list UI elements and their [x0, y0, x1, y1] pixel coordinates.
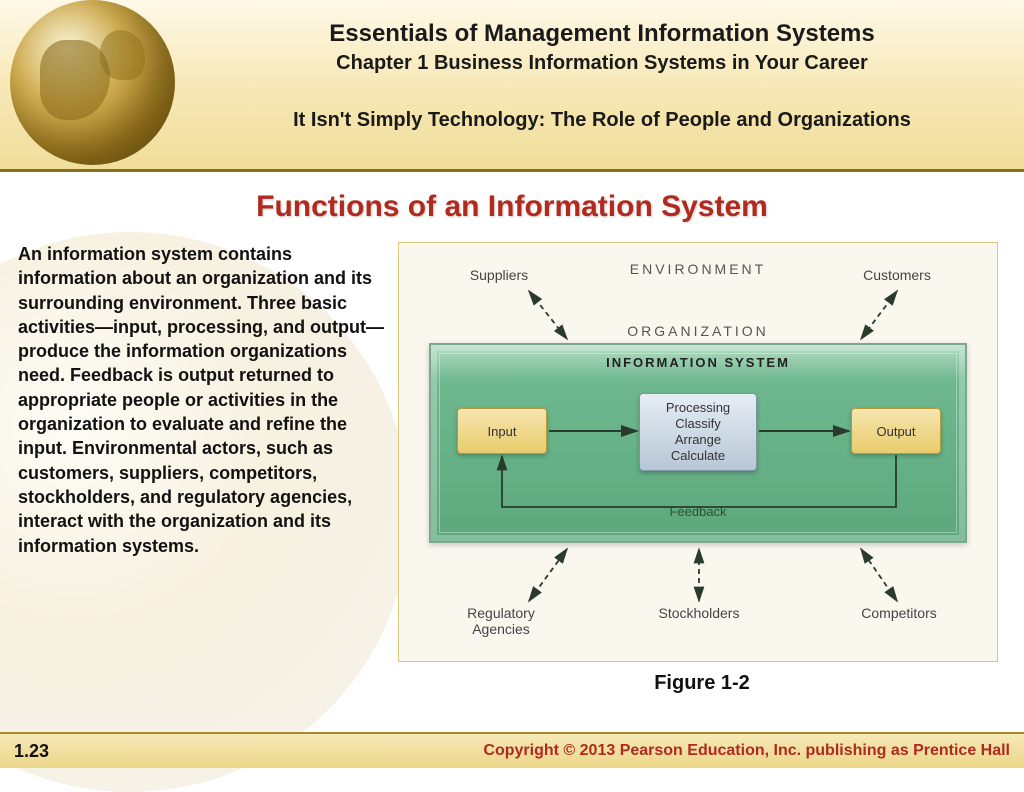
slide-footer: 1.23 Copyright © 2013 Pearson Education,…	[0, 732, 1024, 768]
section-title: It Isn't Simply Technology: The Role of …	[200, 109, 1004, 132]
info-system-label: INFORMATION SYSTEM	[606, 355, 790, 370]
copyright-text: Copyright © 2013 Pearson Education, Inc.…	[483, 742, 1010, 760]
slide-number: 1.23	[14, 741, 49, 762]
slide-description: An information system contains informati…	[18, 242, 398, 695]
feedback-label: Feedback	[669, 504, 726, 519]
environment-label: ENVIRONMENT	[630, 261, 766, 277]
actor-stockholders: Stockholders	[644, 605, 754, 621]
output-box: Output	[851, 408, 941, 454]
slide-header: Essentials of Management Information Sys…	[0, 0, 1024, 172]
globe-icon	[10, 0, 175, 165]
actor-regulatory: Regulatory Agencies	[446, 605, 556, 637]
chapter-title: Chapter 1 Business Information Systems i…	[200, 52, 1004, 75]
slide-content: Functions of an Information System An in…	[0, 172, 1024, 732]
organization-label: ORGANIZATION	[627, 323, 769, 339]
book-title: Essentials of Management Information Sys…	[200, 20, 1004, 48]
figure-wrap: ENVIRONMENT ORGANIZATION Suppliers Custo…	[398, 242, 1006, 695]
figure-caption: Figure 1-2	[398, 672, 1006, 695]
actor-customers: Customers	[842, 267, 952, 283]
input-box: Input	[457, 408, 547, 454]
slide-body: An information system contains informati…	[0, 224, 1024, 695]
processing-box: Processing Classify Arrange Calculate	[639, 393, 757, 471]
info-system-diagram: ENVIRONMENT ORGANIZATION Suppliers Custo…	[398, 242, 998, 662]
header-titles: Essentials of Management Information Sys…	[200, 20, 1004, 132]
actor-competitors: Competitors	[844, 605, 954, 621]
slide-title: Functions of an Information System	[0, 190, 1024, 224]
actor-suppliers: Suppliers	[444, 267, 554, 283]
